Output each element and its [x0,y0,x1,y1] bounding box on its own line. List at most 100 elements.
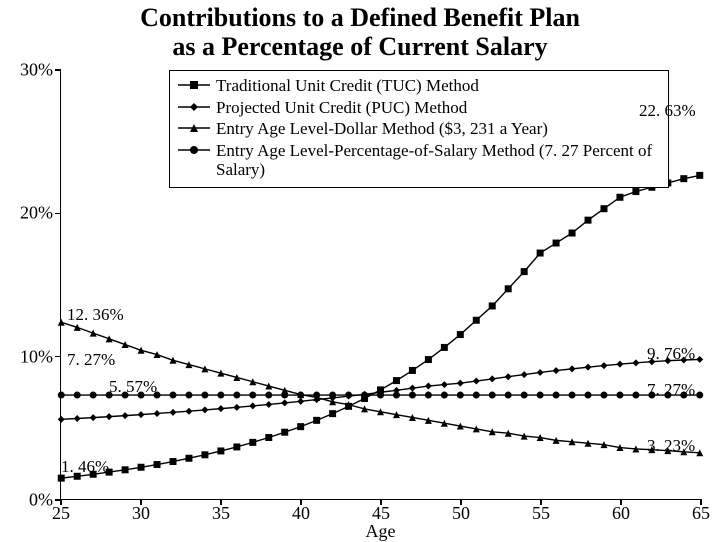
x-tick-label: 25 [52,499,70,524]
series-marker [169,409,176,416]
series-marker [521,268,528,275]
series-marker [249,392,256,399]
series-marker [505,373,512,380]
series-marker [249,402,256,409]
series-marker [281,429,288,436]
legend: Traditional Unit Credit (TUC) MethodProj… [169,70,669,188]
series-marker [585,392,592,399]
series-marker [553,240,560,247]
series-marker [58,392,65,399]
series-marker [138,411,145,418]
series-marker [585,364,592,371]
endlabel-tuc: 22. 63% [639,101,696,121]
series-marker [537,392,544,399]
series-marker [457,331,464,338]
series-marker [537,369,544,376]
series-marker [361,392,368,399]
plot-area: Traditional Unit Credit (TUC) MethodProj… [60,70,700,500]
x-tick-label: 30 [132,499,150,524]
series-marker [58,416,65,423]
series-marker [600,392,607,399]
series-marker [217,447,224,454]
series-marker [265,392,272,399]
series-marker [154,410,161,417]
legend-swatch [178,98,210,116]
series-marker [696,172,703,179]
series-marker [393,377,400,384]
series-marker [313,417,320,424]
y-tick-label: 30% [20,60,61,81]
series-marker [169,392,176,399]
legend-swatch [178,141,210,159]
series-marker [600,362,607,369]
series-marker [632,392,639,399]
legend-item: Entry Age Level-Dollar Method ($3, 231 a… [178,118,660,140]
series-marker [457,392,464,399]
series-marker [201,451,208,458]
legend-label: Projected Unit Credit (PUC) Method [216,98,467,118]
series-marker [553,392,560,399]
series-marker [233,392,240,399]
series-marker [265,434,272,441]
startlabel-tuc: 1. 46% [61,457,109,477]
series-marker [521,371,528,378]
legend-swatch [178,119,210,137]
series-marker [473,317,480,324]
series-marker [122,466,129,473]
series-marker [521,392,528,399]
series-marker [90,330,97,337]
legend-label: Entry Age Level-Dollar Method ($3, 231 a… [216,119,548,139]
x-tick-label: 45 [372,499,390,524]
series-marker [537,250,544,257]
endlabel-puc: 9. 76% [647,344,695,364]
x-tick-label: 65 [692,499,710,524]
series-marker [74,392,81,399]
series-marker [441,344,448,351]
series-marker [122,341,129,348]
startlabel-puc: 5. 57% [109,377,157,397]
series-marker [473,392,480,399]
series-marker [185,408,192,415]
series-marker [489,392,496,399]
legend-item: Traditional Unit Credit (TUC) Method [178,75,660,97]
series-marker [489,302,496,309]
series-marker [345,392,352,399]
series-marker [281,399,288,406]
series-marker [249,439,256,446]
series-marker [106,413,113,420]
legend-item: Projected Unit Credit (PUC) Method [178,97,660,119]
series-marker [138,464,145,471]
chart-frame: { "title_line1": "Contributions to a Def… [0,0,720,540]
series-marker [233,443,240,450]
y-tick-label: 10% [20,346,61,367]
series-marker [585,217,592,224]
series-marker [632,359,639,366]
series-marker [297,398,304,405]
series-marker [90,392,97,399]
startlabel-ealp: 7. 27% [67,350,115,370]
series-marker [473,378,480,385]
series-marker [329,410,336,417]
series-marker [90,414,97,421]
series-marker [569,365,576,372]
series-marker [696,392,703,399]
series-marker [154,461,161,468]
series-marker [233,404,240,411]
legend-swatch [178,76,210,94]
series-marker [632,188,639,195]
x-tick-label: 50 [452,499,470,524]
series-marker [553,367,560,374]
series-marker [696,356,703,363]
series-marker [377,392,384,399]
x-tick-label: 40 [292,499,310,524]
series-marker [441,392,448,399]
series-marker [217,405,224,412]
series-marker [74,415,81,422]
series-marker [169,458,176,465]
chart-title: Contributions to a Defined Benefit Plan … [0,4,720,61]
x-tick-label: 60 [612,499,630,524]
legend-item: Entry Age Level-Percentage-of-Salary Met… [178,140,660,181]
series-marker [313,392,320,399]
series-marker [409,392,416,399]
series-marker [409,385,416,392]
